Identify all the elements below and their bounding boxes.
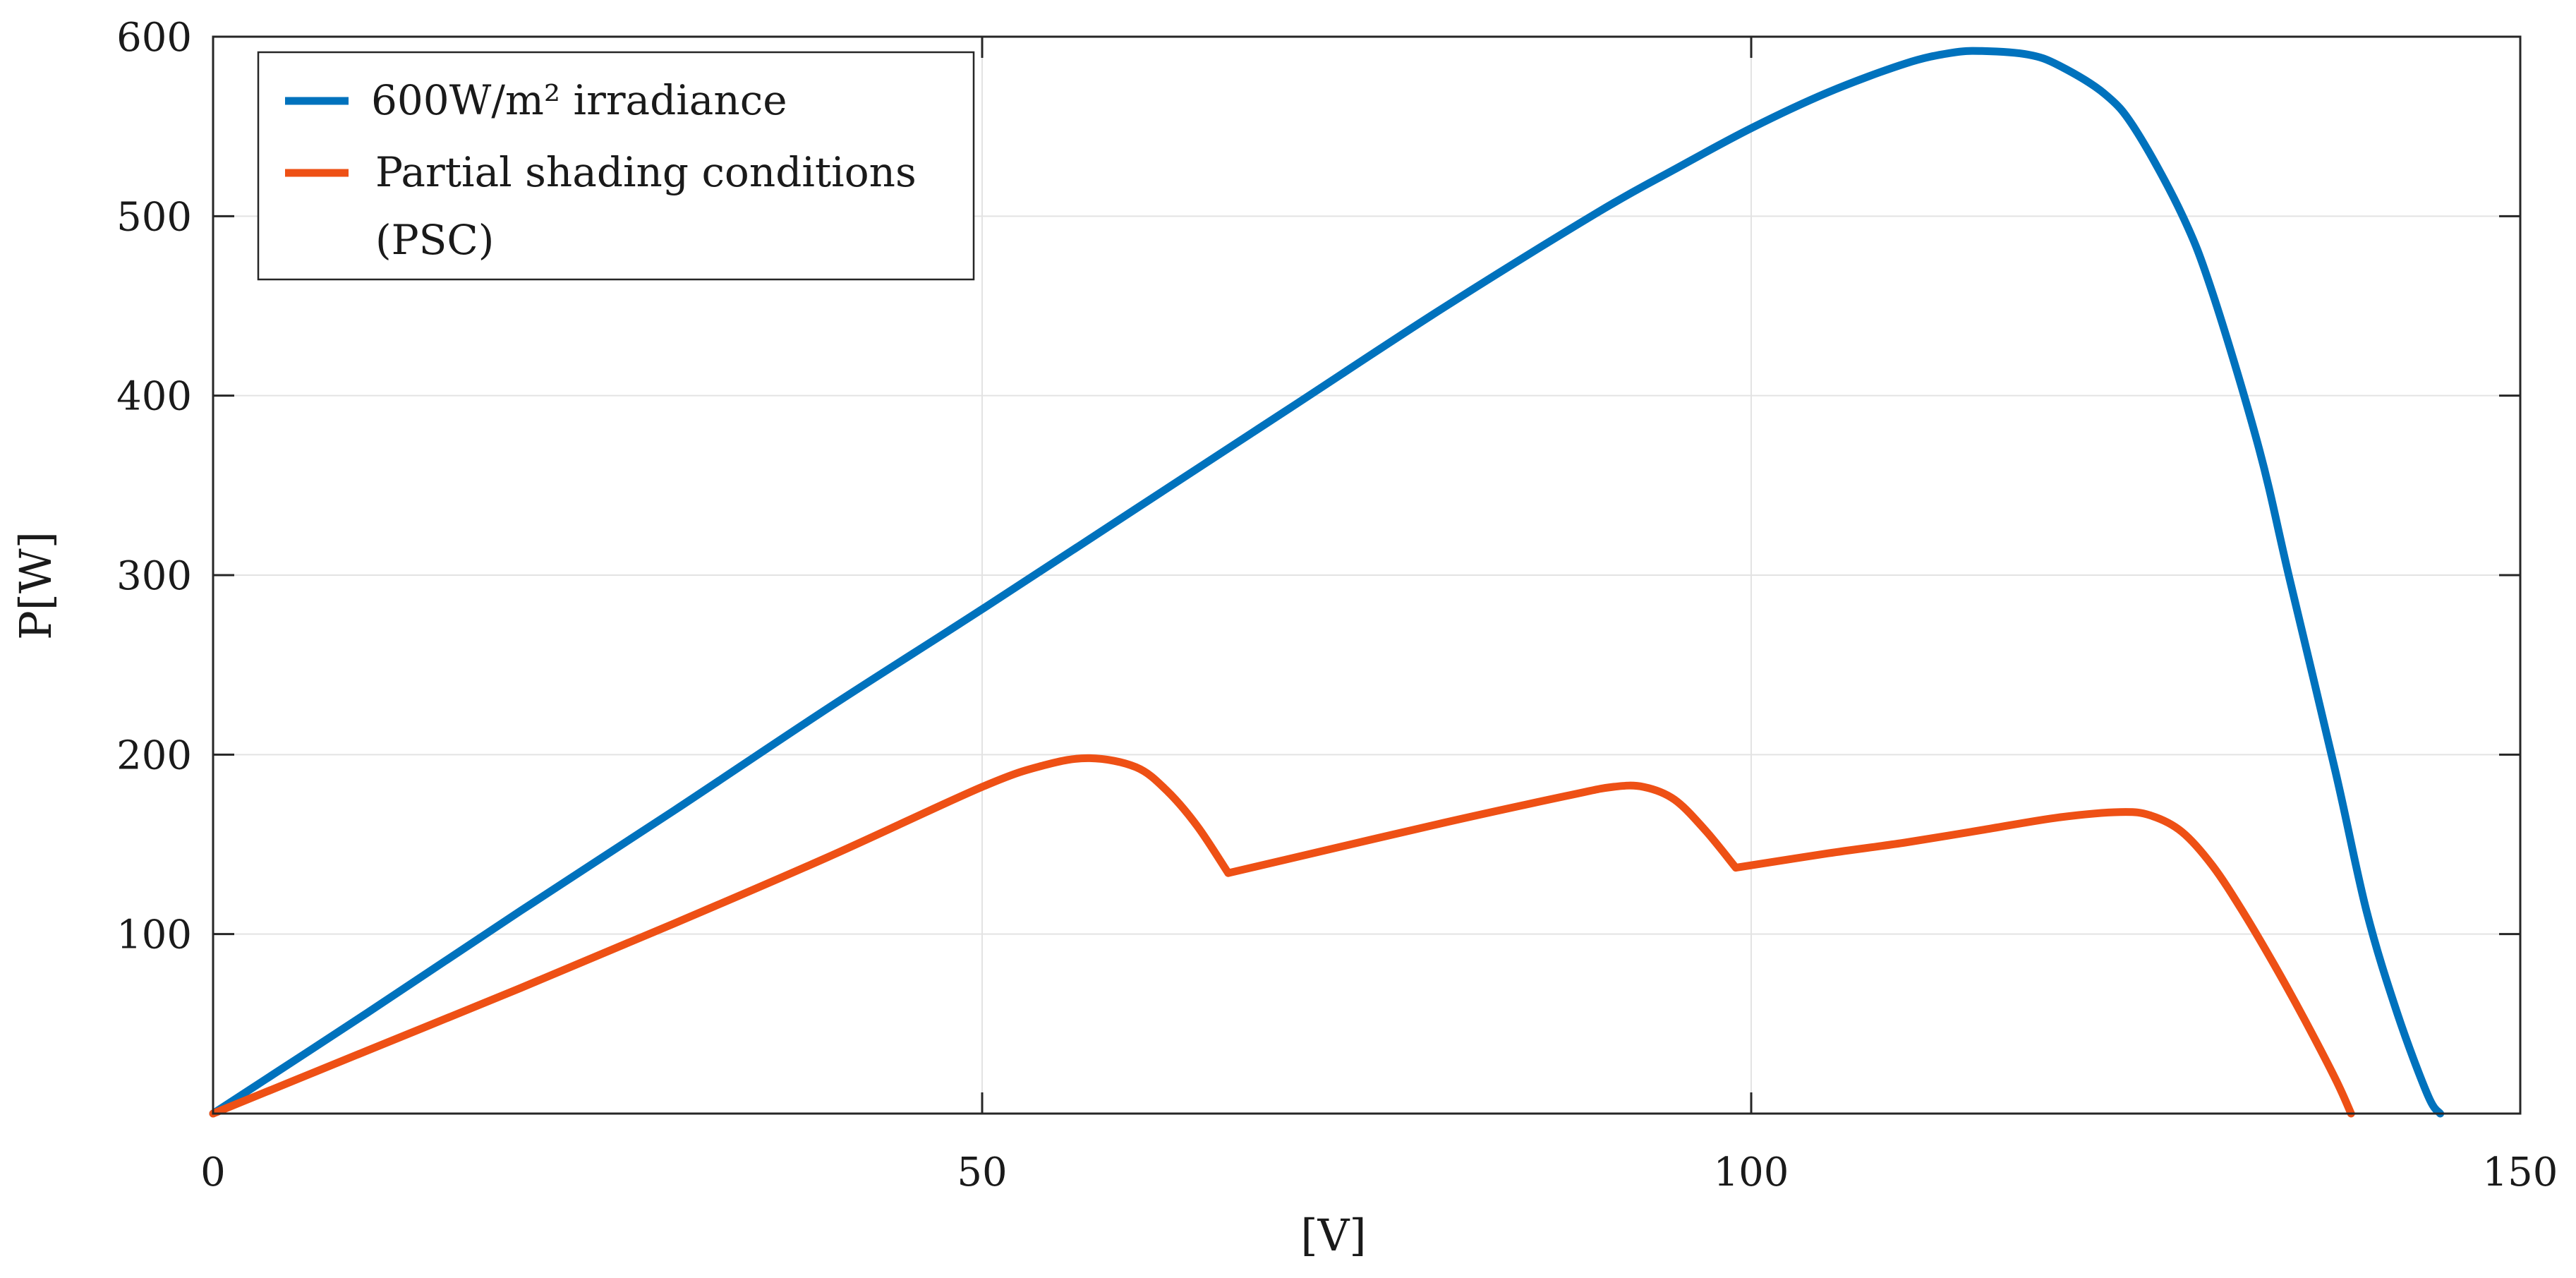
series-line-psc [209,754,2355,1118]
axis-ticks [212,35,2522,1114]
x-tick-label: 50 [957,1150,1007,1195]
legend-label-psc-line2: (PSC) [375,216,494,264]
legend-label-irradiance: 600W/m² irradiance [371,76,787,124]
grid-lines [213,37,2520,1114]
x-axis-label: [V] [1300,1210,1366,1261]
y-tick-label: 600 [116,15,192,61]
series-line-irradiance [209,47,2445,1118]
y-tick-label: 200 [116,733,192,778]
legend-box [257,51,975,281]
series-group [209,47,2445,1118]
x-tick-label: 0 [200,1150,226,1195]
y-tick-label: 400 [116,374,192,420]
x-tick-label: 100 [1714,1150,1789,1195]
y-axis-label: P[W] [10,531,61,640]
y-tick-label: 100 [116,912,192,958]
legend: 600W/m² irradiance Partial shading condi… [257,51,975,281]
y-tick-label: 500 [116,194,192,240]
x-tick-label: 150 [2483,1150,2558,1195]
legend-label-psc: Partial shading conditions [375,148,917,196]
y-tick-label: 300 [116,553,192,599]
tick-labels: 0 50 100 150 100 200 300 400 500 600 [116,15,2558,1195]
